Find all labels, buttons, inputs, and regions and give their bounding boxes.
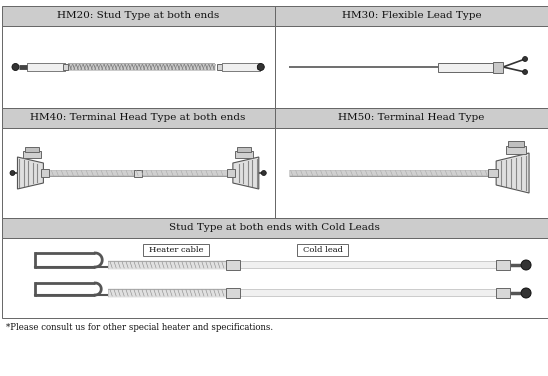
Bar — [226, 288, 240, 298]
Circle shape — [521, 288, 531, 298]
Bar — [2, 26, 275, 108]
Text: Heater cable: Heater cable — [149, 246, 203, 254]
Bar — [217, 64, 222, 70]
Bar — [488, 169, 498, 177]
Bar — [237, 147, 251, 152]
Bar — [297, 244, 348, 256]
Text: Stud Type at both ends with Cold Leads: Stud Type at both ends with Cold Leads — [169, 223, 380, 232]
Bar — [227, 169, 235, 177]
Circle shape — [258, 64, 264, 71]
Polygon shape — [18, 157, 43, 189]
Bar — [2, 6, 275, 26]
Bar — [222, 63, 260, 71]
Bar — [508, 141, 524, 147]
Bar — [24, 151, 42, 158]
Circle shape — [523, 56, 528, 62]
Bar — [226, 260, 240, 270]
Text: HM50: Terminal Head Type: HM50: Terminal Head Type — [338, 114, 484, 123]
Bar — [496, 288, 510, 298]
Circle shape — [12, 64, 19, 71]
Circle shape — [523, 70, 528, 74]
Bar — [493, 62, 503, 73]
Bar — [275, 128, 548, 218]
Circle shape — [261, 170, 266, 176]
Bar — [2, 218, 548, 238]
Bar — [222, 63, 260, 71]
Bar — [2, 128, 275, 218]
Bar — [134, 170, 142, 176]
Bar — [496, 260, 510, 270]
Text: HM40: Terminal Head Type at both ends: HM40: Terminal Head Type at both ends — [31, 114, 246, 123]
Polygon shape — [233, 157, 259, 189]
Circle shape — [521, 260, 531, 270]
Circle shape — [10, 170, 15, 176]
Bar — [506, 146, 526, 154]
Bar — [27, 63, 65, 71]
Bar — [64, 64, 68, 70]
Text: HM20: Stud Type at both ends: HM20: Stud Type at both ends — [57, 12, 219, 21]
Bar — [25, 147, 39, 152]
Text: Cold lead: Cold lead — [302, 246, 342, 254]
Polygon shape — [496, 153, 529, 193]
Bar — [144, 244, 209, 256]
Text: *Please consult us for other special heater and specifications.: *Please consult us for other special hea… — [5, 323, 272, 332]
Bar — [2, 238, 548, 318]
Bar — [275, 108, 548, 128]
Bar — [438, 62, 493, 71]
Bar — [235, 151, 253, 158]
Text: HM30: Flexible Lead Type: HM30: Flexible Lead Type — [341, 12, 481, 21]
Bar — [2, 108, 275, 128]
Bar — [275, 26, 548, 108]
Bar — [27, 63, 65, 71]
Bar — [275, 6, 548, 26]
Bar — [42, 169, 49, 177]
